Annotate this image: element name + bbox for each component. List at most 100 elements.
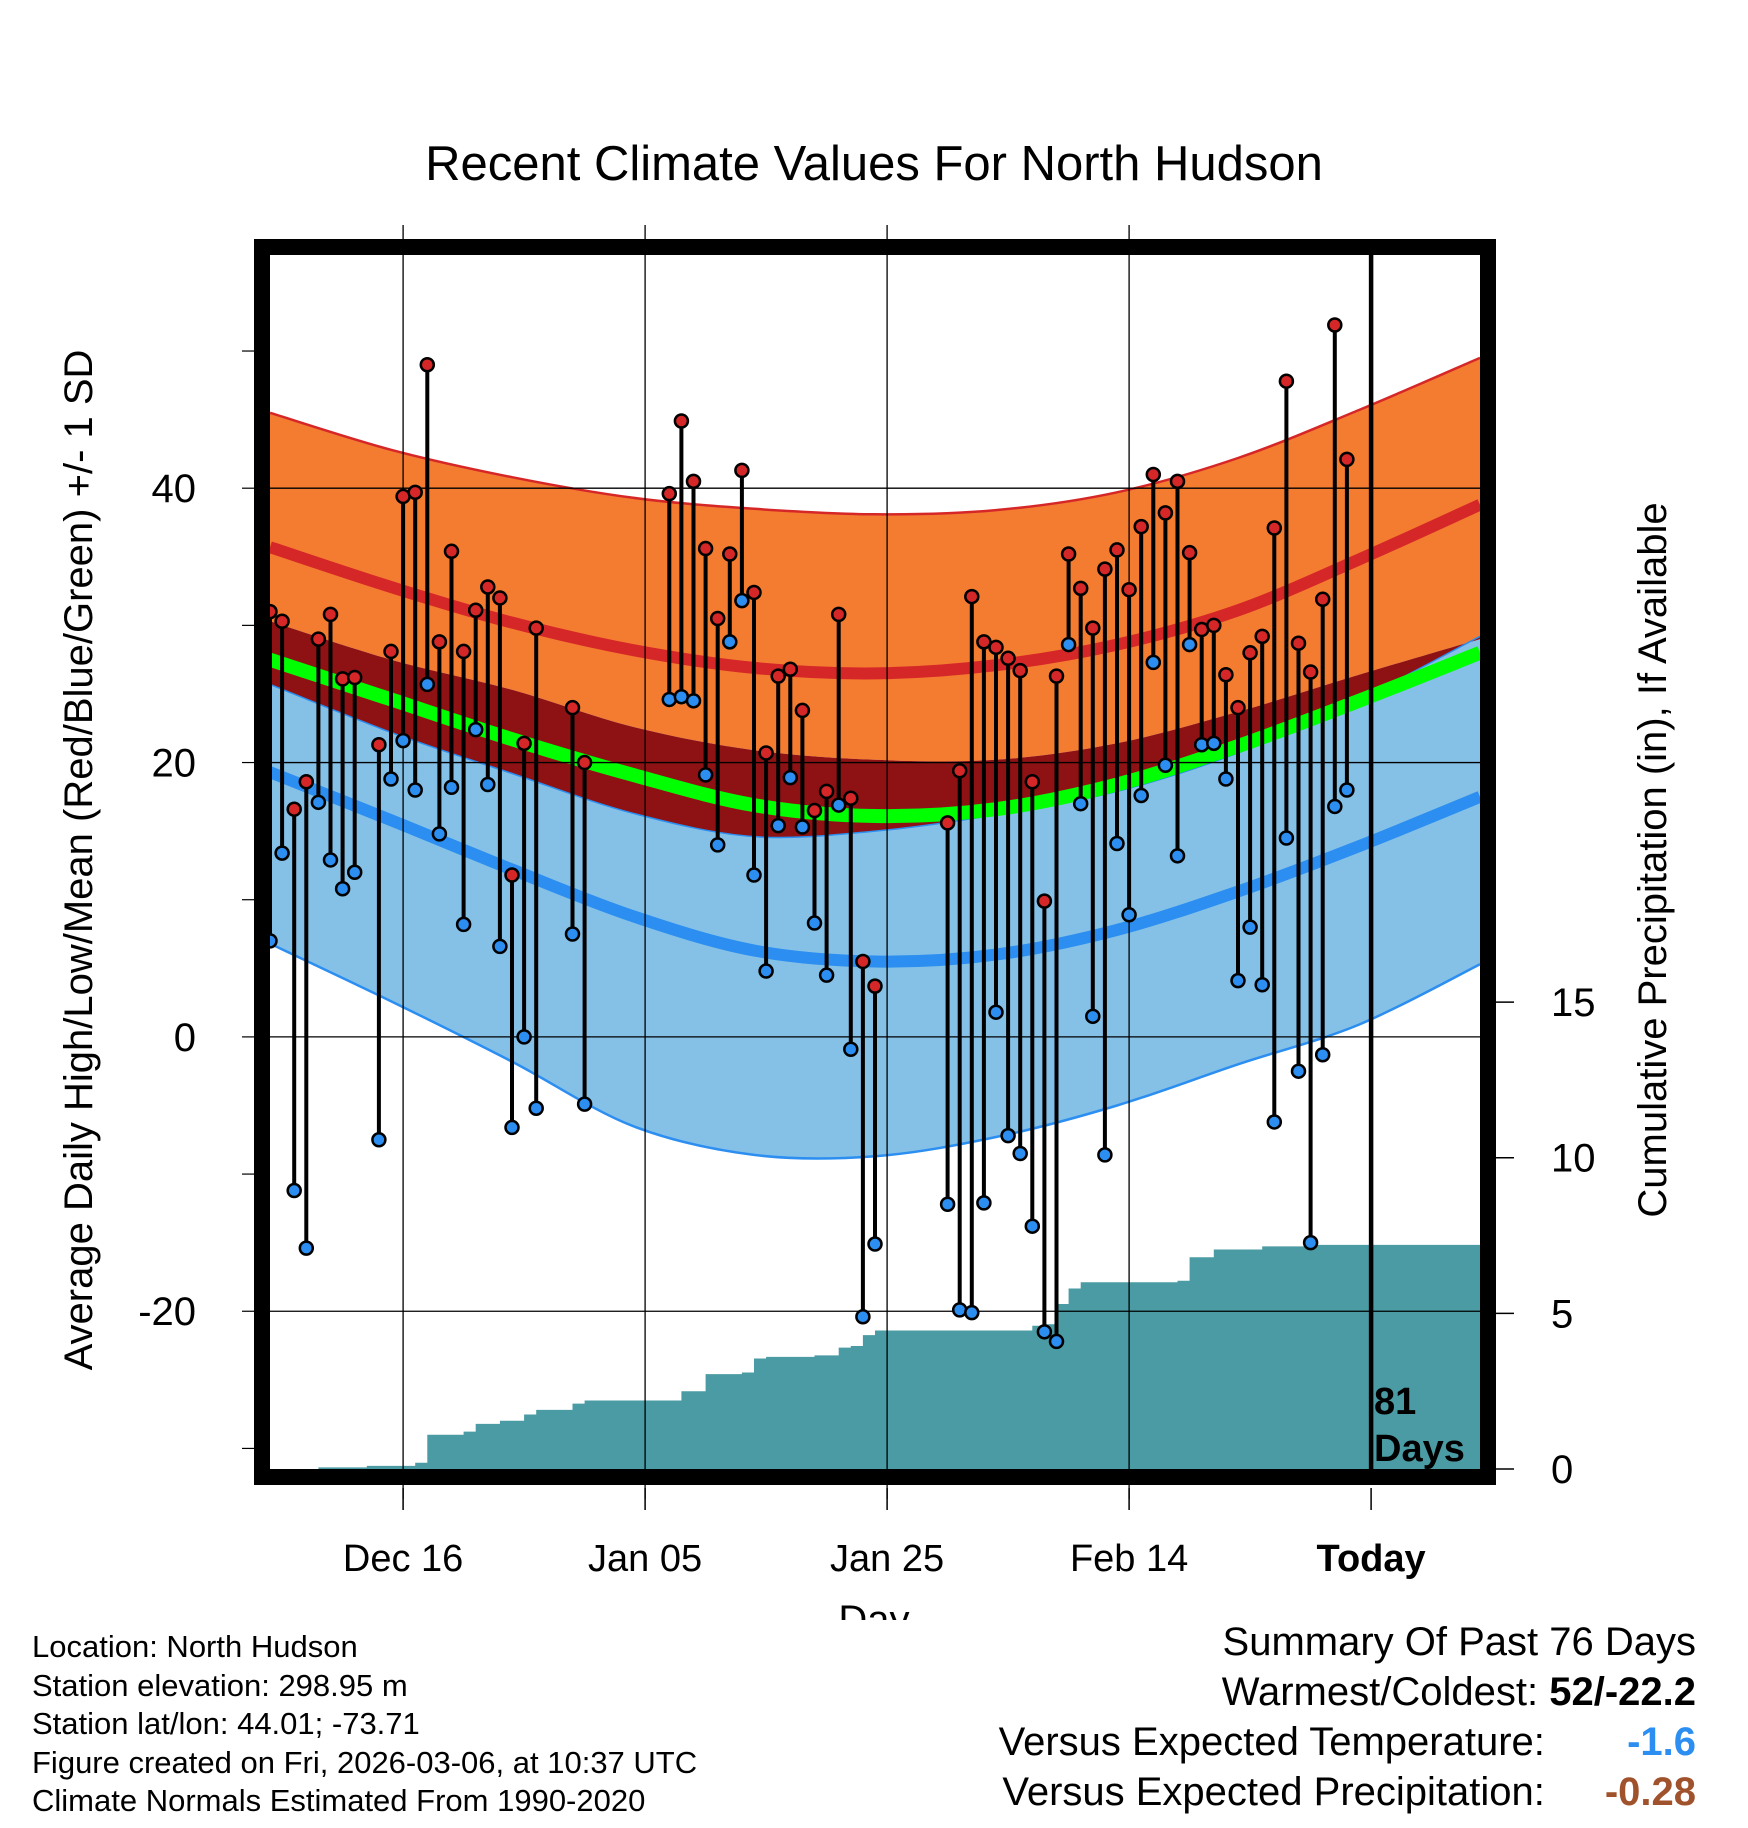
obs-low-dot [1157, 757, 1174, 774]
x-tick-label: Dec 16 [343, 1538, 463, 1580]
obs-low-dot [867, 1236, 883, 1252]
obs-low-dot [770, 817, 786, 834]
station-info: Location: North Hudson Station elevation… [32, 1628, 697, 1821]
y-tick-label: -20 [138, 1290, 196, 1334]
obs-low-dot [818, 967, 835, 983]
obs-low-dot [843, 1041, 859, 1057]
summary-precip-row: Versus Expected Precipitation: -0.28 [999, 1767, 1696, 1817]
obs-low-dot [274, 845, 290, 861]
x-tick-label: Today [1317, 1538, 1426, 1580]
obs-high-dot [988, 639, 1004, 656]
obs-low-dot [455, 916, 472, 933]
obs-low-dot [734, 592, 750, 609]
obs-high-dot [346, 669, 363, 686]
obs-high-dot [1109, 542, 1125, 558]
obs-high-dot [1254, 628, 1270, 645]
obs-low-dot [1169, 848, 1186, 864]
obs-low-dot [1314, 1046, 1331, 1063]
obs-high-dot [1133, 518, 1149, 535]
obs-high-dot [528, 620, 544, 636]
obs-high-dot [1302, 664, 1319, 680]
obs-high-dot [794, 702, 811, 719]
obs-high-dot [867, 978, 883, 994]
obs-low-dot [564, 926, 581, 942]
obs-high-dot [1327, 317, 1343, 333]
obs-low-dot [939, 1196, 956, 1213]
obs-high-dot [1266, 520, 1283, 536]
obs-high-dot [1000, 650, 1016, 667]
obs-low-dot [1048, 1333, 1065, 1350]
axes: -20 0 20 40 0 5 10 15 Dec 16 Jan 05 Jan 25 Feb 14 To… [138, 350, 1596, 1580]
x-tick-label: Jan 05 [588, 1538, 702, 1580]
obs-low-dot [709, 837, 726, 853]
x-tick-label: Feb 14 [1070, 1538, 1188, 1580]
obs-low-dot [685, 693, 702, 709]
obs-low-dot [1097, 1147, 1113, 1163]
obs-low-dot [1145, 654, 1162, 671]
obs-high-dot [419, 356, 436, 373]
obs-high-dot [1314, 591, 1331, 608]
obs-high-dot [770, 668, 786, 684]
obs-low-dot [806, 915, 823, 931]
obs-high-dot [855, 953, 871, 970]
obs-high-dot [1278, 373, 1295, 389]
obs-high-dot [746, 584, 762, 601]
y-tick-label: 20 [152, 742, 197, 786]
summary-panel: Summary Of Past 76 Days Warmest/Coldest:… [999, 1617, 1696, 1817]
warm-cold-value: 52/-22.2 [1549, 1670, 1696, 1714]
obs-low-dot [1000, 1127, 1016, 1144]
x-tick-label: Jan 25 [830, 1538, 944, 1580]
obs-low-dot [976, 1195, 992, 1211]
obs-low-dot [855, 1308, 871, 1325]
obs-low-dot [697, 767, 714, 783]
obs-high-dot [1085, 620, 1101, 636]
obs-high-dot [1218, 667, 1234, 683]
obs-low-dot [661, 691, 678, 708]
obs-low-dot [1254, 977, 1270, 993]
temp-diff-value: -1.6 [1627, 1720, 1696, 1764]
obs-high-dot [322, 606, 339, 623]
obs-high-dot [1157, 505, 1174, 521]
cumulative-precip-area [270, 1244, 1480, 1469]
obs-high-dot [818, 783, 835, 800]
obs-low-dot [1109, 835, 1125, 852]
obs-high-dot [455, 643, 472, 660]
y-axis-right-label: Cumulative Precipitation (in), If Availa… [1631, 502, 1675, 1217]
obs-high-dot [685, 473, 702, 490]
obs-high-dot [467, 602, 484, 619]
obs-low-dot [395, 732, 411, 749]
obs-high-dot [286, 801, 302, 817]
obs-high-dot [1060, 546, 1077, 562]
obs-high-dot [443, 543, 460, 560]
obs-low-dot [951, 1302, 968, 1318]
obs-low-dot [1072, 795, 1089, 812]
obs-high-dot [758, 745, 774, 761]
today-days-number: 81 [1374, 1381, 1416, 1423]
obs-low-dot [1218, 771, 1234, 787]
plot-border [254, 239, 1496, 1485]
obs-high-dot [673, 413, 690, 429]
obs-high-dot [1012, 662, 1028, 679]
obs-high-dot [1145, 466, 1162, 483]
obs-high-dot [697, 540, 714, 557]
obs-high-dot [939, 815, 956, 831]
obs-high-dot [371, 736, 387, 753]
obs-high-dot [1024, 774, 1041, 790]
temp-diff-label: Versus Expected Temperature: [998, 1720, 1545, 1764]
obs-low-dot [794, 819, 811, 835]
obs-high-dot [843, 790, 859, 806]
obs-low-dot [1012, 1145, 1028, 1162]
y2-tick-label: 15 [1551, 981, 1596, 1025]
warm-cold-label: Warmest/Coldest: [1221, 1670, 1539, 1714]
plot-frame [254, 239, 1496, 1485]
obs-high-dot [310, 631, 327, 647]
obs-high-dot [492, 590, 508, 606]
obs-low-dot [1278, 830, 1295, 846]
obs-low-dot [1339, 782, 1355, 798]
observed-series [262, 317, 1355, 1350]
obs-low-dot [722, 634, 738, 650]
obs-low-dot [1060, 636, 1077, 653]
obs-low-dot [467, 721, 484, 738]
summary-warm-cold-row: Warmest/Coldest: 52/-22.2 [999, 1667, 1696, 1717]
y2-tick-label: 10 [1551, 1137, 1596, 1181]
